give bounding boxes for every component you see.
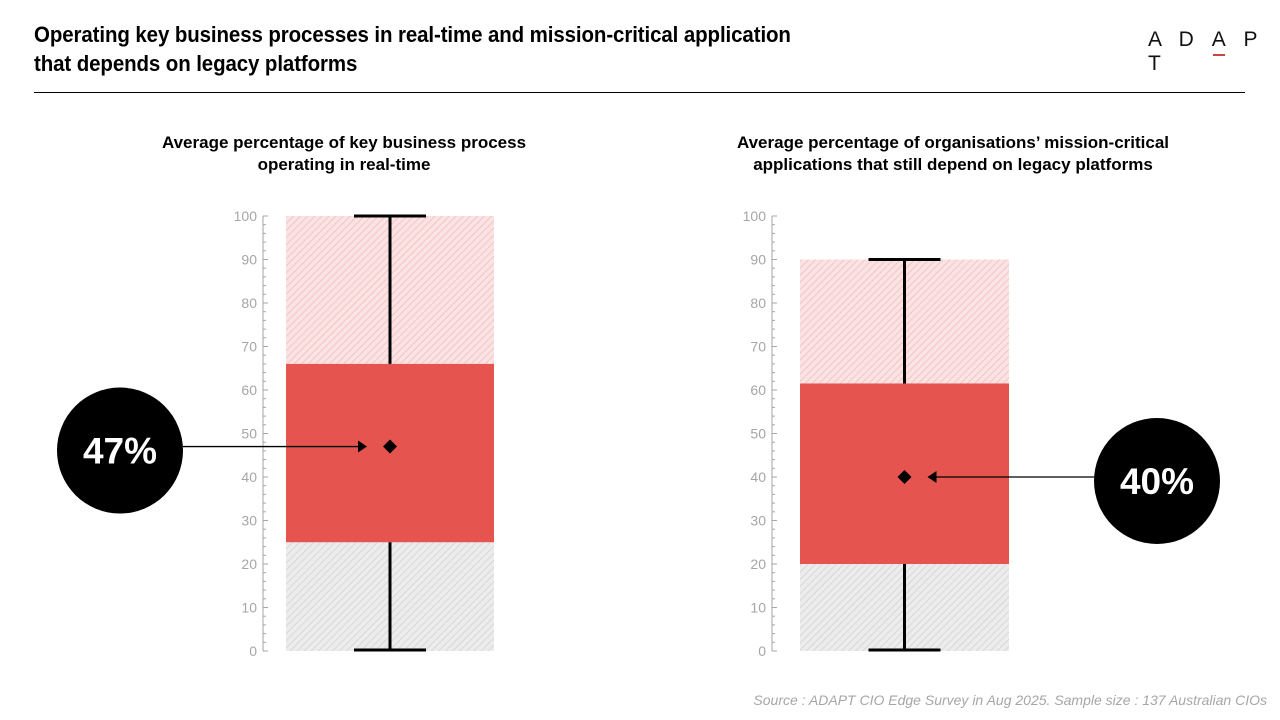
page-title: Operating key business processes in real…	[34, 20, 927, 78]
right-y-tick-label: 60	[750, 382, 766, 398]
left-y-tick-label: 70	[241, 339, 257, 355]
right-y-tick-label: 90	[750, 252, 766, 268]
right-y-tick-label: 10	[750, 600, 766, 616]
adapt-logo: A D A P T	[1148, 28, 1280, 76]
right-y-tick-label: 40	[750, 469, 766, 485]
left-y-tick-label: 50	[241, 426, 257, 442]
left-callout-arrowhead	[358, 440, 367, 453]
right-y-tick-label: 20	[750, 556, 766, 572]
source-note: Source : ADAPT CIO Edge Survey in Aug 20…	[753, 692, 1267, 708]
right-chart-title-line1: Average percentage of organisations’ mis…	[736, 133, 1170, 152]
left-y-tick-label: 10	[241, 600, 257, 616]
left-y-tick-label: 100	[234, 208, 258, 224]
left-y-tick-label: 0	[249, 643, 257, 659]
left-y-tick-label: 30	[241, 513, 257, 529]
page-title-line2: that depends on legacy platforms	[34, 51, 358, 76]
header-divider	[34, 92, 1245, 93]
left-chart-title-line1: Average percentage of key business proce…	[161, 133, 527, 152]
left-callout-circle	[57, 387, 183, 514]
left-y-tick-label: 90	[241, 252, 257, 268]
right-y-tick-label: 100	[743, 208, 767, 224]
right-y-tick-label: 50	[750, 426, 766, 442]
right-chart-title-line2: applications that still depend on legacy…	[753, 155, 1153, 174]
left-chart-title: Average percentage of key business proce…	[64, 132, 624, 176]
right-y-tick-label: 30	[750, 513, 766, 529]
left-chart-title-line2: operating in real-time	[257, 155, 431, 174]
right-chart-title: Average percentage of organisations’ mis…	[673, 132, 1233, 176]
right-y-tick-label: 0	[758, 643, 766, 659]
right-y-tick-label: 80	[750, 295, 766, 311]
right-callout-circle	[1094, 418, 1220, 544]
left-y-tick-label: 80	[241, 295, 257, 311]
right-mean-marker	[897, 470, 912, 484]
left-y-tick-label: 60	[241, 382, 257, 398]
left-y-tick-label: 40	[241, 469, 257, 485]
page-title-line1: Operating key business processes in real…	[34, 22, 791, 47]
logo-text: A D A P T	[1148, 28, 1264, 75]
right-y-tick-label: 70	[750, 339, 766, 355]
left-callout-value: 47%	[83, 431, 157, 472]
left-y-tick-label: 20	[241, 556, 257, 572]
right-callout-value: 40%	[1120, 461, 1194, 502]
left-mean-marker	[383, 439, 397, 454]
right-callout-arrowhead	[927, 471, 937, 483]
